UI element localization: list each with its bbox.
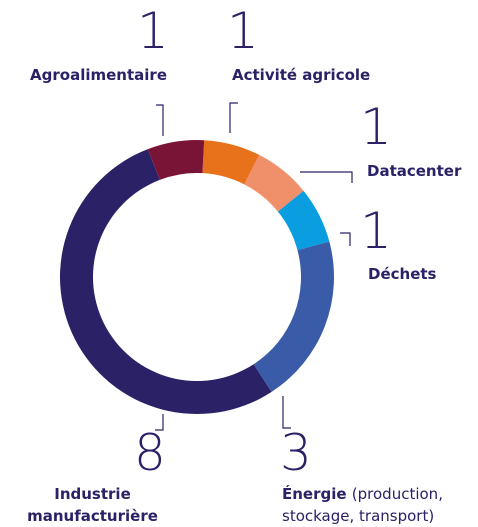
donut-segment — [147, 140, 205, 180]
category-name: Énergie — [282, 485, 347, 503]
leader-line — [282, 396, 291, 429]
category-name: Industrie manufacturière — [27, 485, 158, 525]
leader-line — [300, 171, 353, 183]
donut-segment — [244, 154, 304, 212]
leader-line — [340, 232, 351, 246]
category-description: (production, stockage, transport) — [282, 485, 443, 525]
value-label: 8 — [134, 424, 166, 482]
value-label: 1 — [137, 2, 169, 60]
category-label: Activité agricole — [232, 64, 402, 86]
category-name: Déchets — [368, 265, 437, 283]
leader-line — [229, 102, 238, 133]
category-label: Déchets — [368, 263, 468, 285]
category-label: Industrie manufacturière — [20, 483, 165, 527]
donut-segment — [59, 149, 272, 415]
category-label: Énergie (production, stockage, transport… — [282, 483, 478, 527]
value-label: 1 — [360, 98, 392, 156]
category-name: Activité agricole — [232, 66, 371, 84]
leader-line — [156, 104, 164, 136]
category-label: Agroalimentaire — [12, 64, 167, 86]
leader-line — [155, 414, 164, 431]
category-label: Datacenter — [367, 160, 477, 182]
category-name: Datacenter — [367, 162, 462, 180]
value-label: 1 — [227, 2, 259, 60]
value-label: 1 — [360, 202, 392, 260]
donut-segment — [202, 140, 260, 185]
value-label: 3 — [280, 424, 312, 482]
donut-segment — [277, 190, 330, 251]
category-name: Agroalimentaire — [30, 66, 167, 84]
donut-segment — [253, 241, 335, 392]
